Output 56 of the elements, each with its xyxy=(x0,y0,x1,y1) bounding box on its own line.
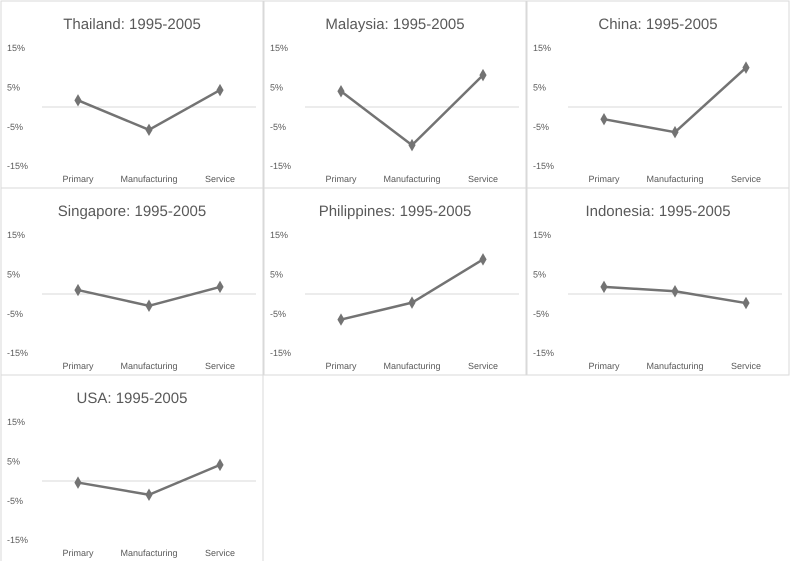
y-tick-label: -5% xyxy=(270,308,286,319)
x-tick-label: Primary xyxy=(62,174,94,184)
chart-title: Indonesia: 1995-2005 xyxy=(585,203,731,220)
x-tick-label: Primary xyxy=(62,548,94,558)
chart-title: Thailand: 1995-2005 xyxy=(63,16,201,33)
y-tick-label: -5% xyxy=(7,496,24,506)
y-tick-label: 5% xyxy=(270,269,284,280)
y-tick-label: 15% xyxy=(533,230,552,240)
chart-title: China: 1995-2005 xyxy=(598,16,718,33)
x-tick-label: Primary xyxy=(588,361,620,372)
y-tick-label: 15% xyxy=(7,230,26,240)
x-tick-label: Primary xyxy=(588,174,620,184)
y-tick-label: 5% xyxy=(7,269,20,280)
y-tick-label: -5% xyxy=(270,122,286,132)
y-tick-label: -5% xyxy=(7,308,24,319)
y-tick-label: -15% xyxy=(270,161,292,172)
y-tick-label: -5% xyxy=(533,122,550,132)
x-tick-label: Service xyxy=(730,361,762,372)
y-tick-label: 5% xyxy=(533,269,546,280)
x-tick-label: Manufacturing xyxy=(646,361,704,372)
x-tick-label: Manufacturing xyxy=(383,361,441,372)
x-tick-label: Service xyxy=(468,361,498,372)
y-tick-label: -15% xyxy=(270,348,292,358)
y-tick-label: 15% xyxy=(270,230,288,240)
y-tick-label: -5% xyxy=(533,308,550,319)
x-tick-label: Service xyxy=(468,174,498,184)
x-tick-label: Primary xyxy=(326,361,357,372)
y-tick-label: -15% xyxy=(7,535,28,546)
y-tick-label: -5% xyxy=(7,122,24,132)
y-tick-label: -15% xyxy=(533,348,554,358)
x-tick-label: Manufacturing xyxy=(646,174,704,184)
y-tick-label: -15% xyxy=(7,161,28,172)
chart-title: Singapore: 1995-2005 xyxy=(58,203,206,220)
y-tick-label: 15% xyxy=(7,417,26,428)
y-tick-label: 5% xyxy=(270,82,284,92)
x-tick-label: Manufacturing xyxy=(120,174,178,184)
y-tick-label: 5% xyxy=(7,456,20,466)
x-tick-label: Manufacturing xyxy=(120,361,178,372)
chart-title: USA: 1995-2005 xyxy=(76,390,188,407)
x-tick-label: Service xyxy=(204,361,236,372)
y-tick-label: 5% xyxy=(7,82,20,92)
x-tick-label: Service xyxy=(730,174,762,184)
x-tick-label: Primary xyxy=(62,361,94,372)
chart-title: Malaysia: 1995-2005 xyxy=(325,16,465,33)
x-tick-label: Primary xyxy=(326,174,357,184)
chart-title: Philippines: 1995-2005 xyxy=(318,203,472,220)
x-tick-label: Manufacturing xyxy=(120,548,178,558)
x-tick-label: Service xyxy=(204,548,236,558)
x-tick-label: Service xyxy=(204,174,236,184)
y-tick-label: 15% xyxy=(7,43,26,54)
y-tick-label: -15% xyxy=(7,348,28,358)
x-tick-label: Manufacturing xyxy=(383,174,441,184)
y-tick-label: 15% xyxy=(270,43,288,54)
y-tick-label: -15% xyxy=(533,161,554,172)
y-tick-label: 5% xyxy=(533,82,546,92)
y-tick-label: 15% xyxy=(533,43,552,54)
